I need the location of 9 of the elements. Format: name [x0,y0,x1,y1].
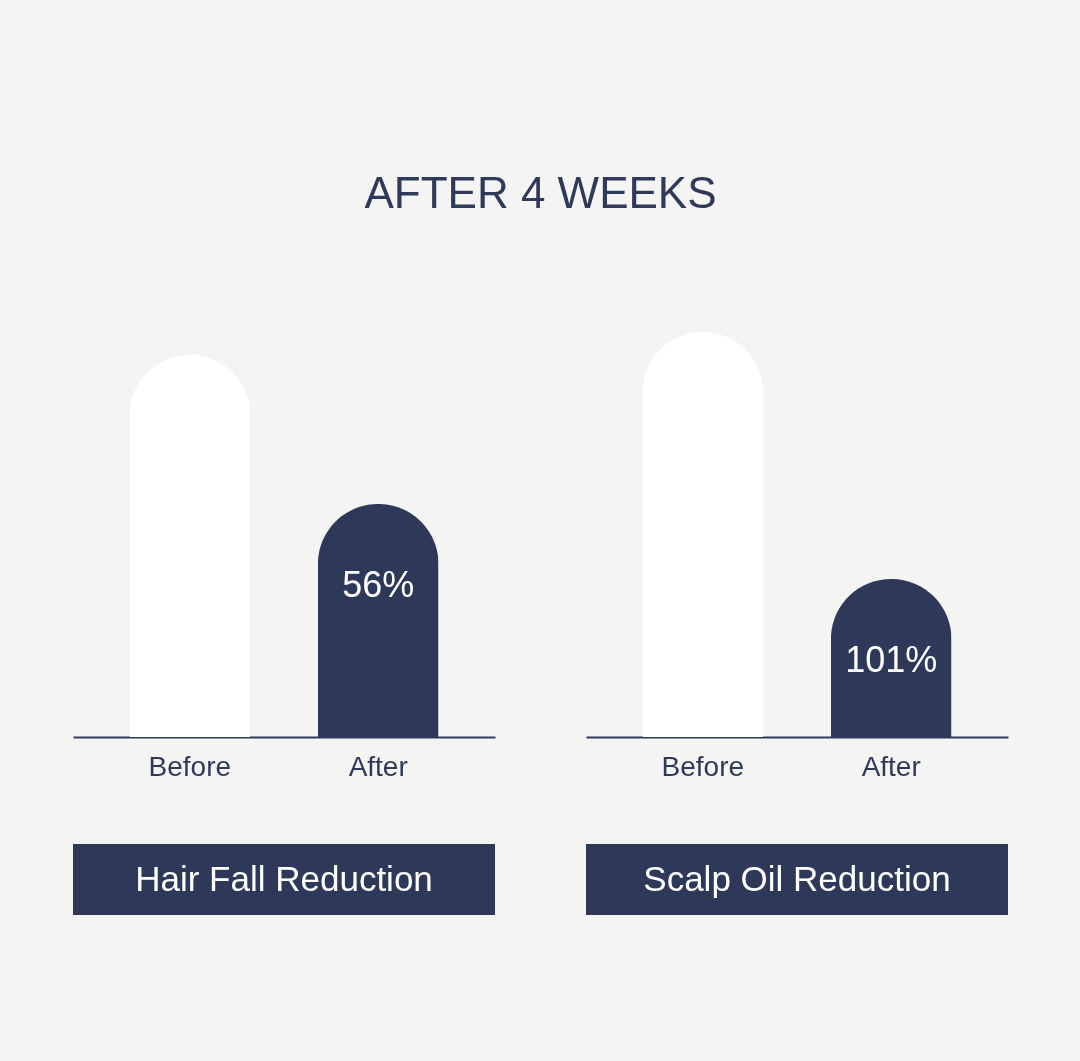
chart-title: AFTER 4 WEEKS [364,168,717,217]
annotation: 101% [845,639,938,681]
x-axis-title: Hair Fall Reduction [135,859,433,898]
annotation: 56% [342,563,415,605]
x-tick-label: Before [661,750,745,782]
x-tick-label: Before [148,750,232,782]
x-axis-title: Scalp Oil Reduction [643,859,951,898]
x-tick-label: After [861,750,921,782]
x-tick-label: After [348,750,408,782]
